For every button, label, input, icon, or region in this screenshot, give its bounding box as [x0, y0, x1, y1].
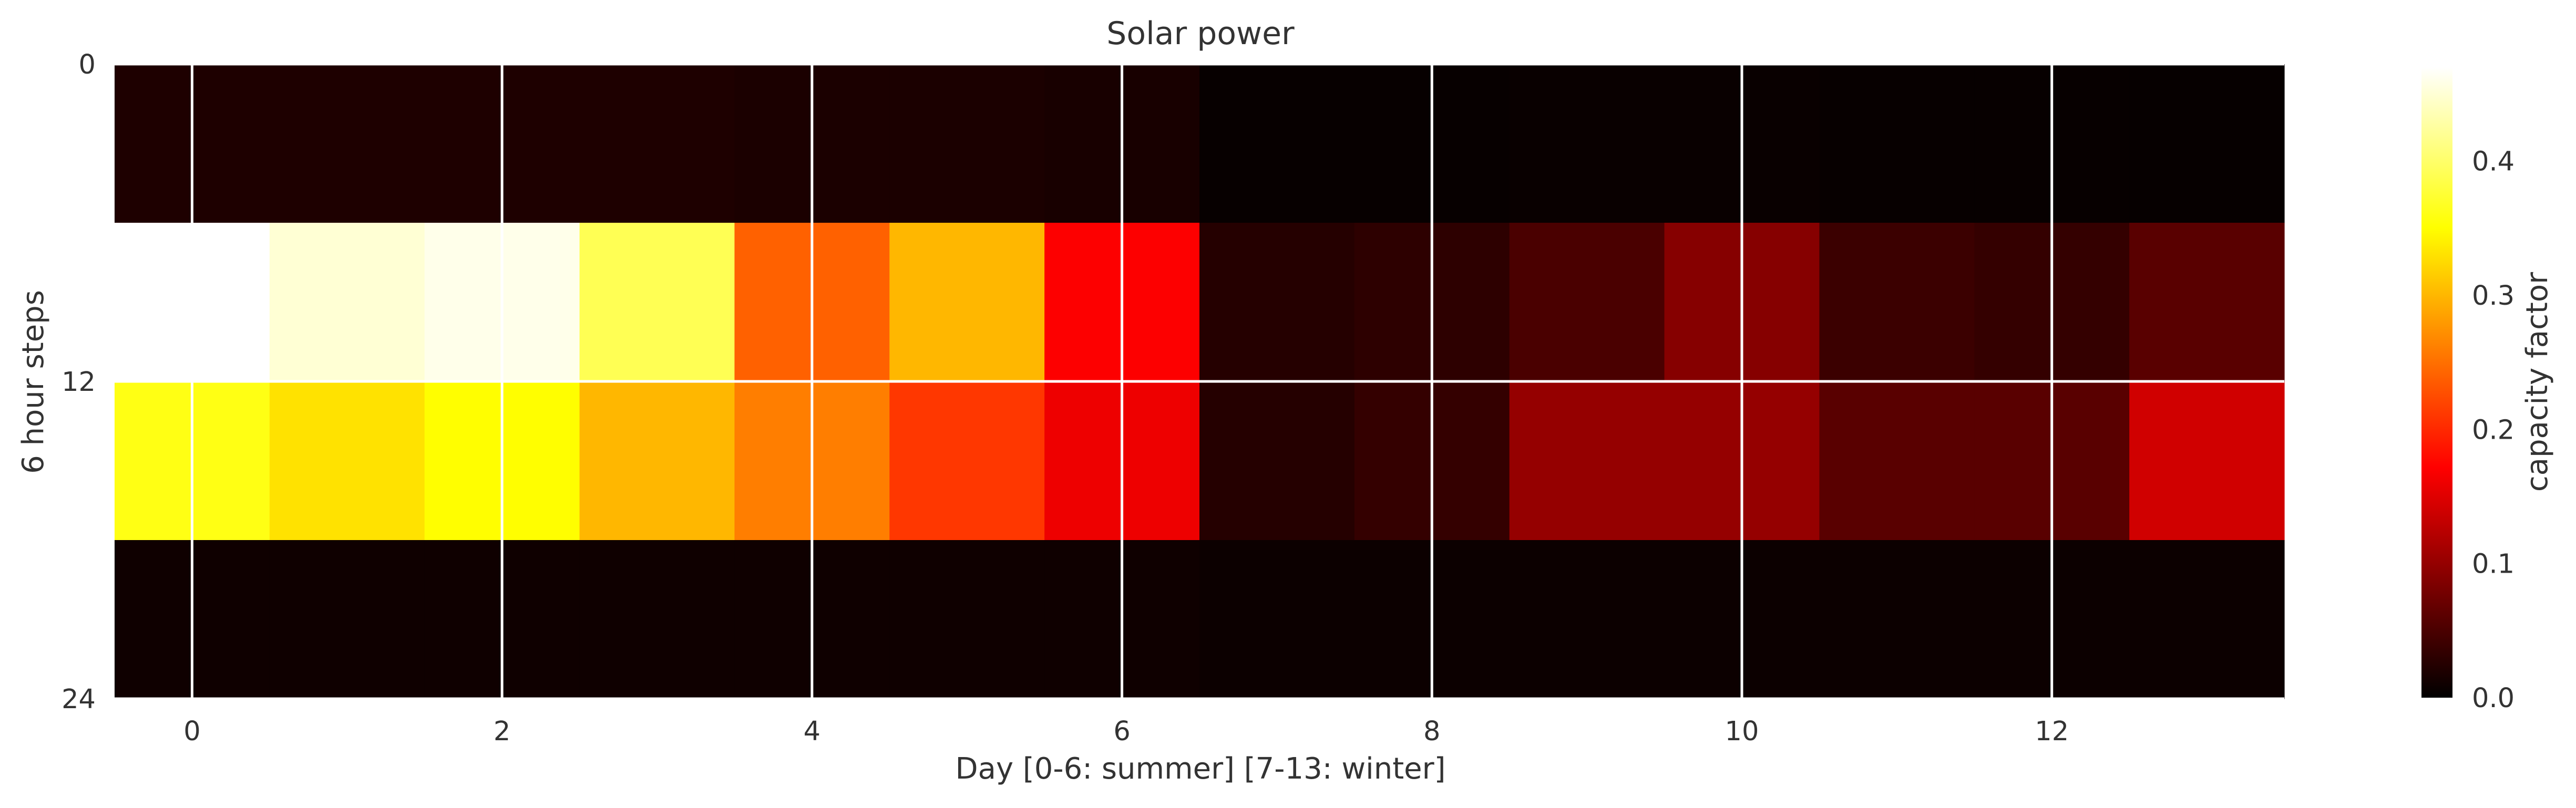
- heatmap-cell: [2129, 223, 2285, 382]
- x-tick-label: 6: [1113, 716, 1130, 747]
- colorbar-tick-label: 0.3: [2472, 281, 2515, 312]
- heatmap-cell: [269, 381, 425, 541]
- x-tick-label: 2: [494, 716, 510, 747]
- heatmap-cell: [579, 540, 735, 699]
- grid-lines: [115, 63, 2284, 700]
- y-axis-ticks: 0 12 24: [61, 49, 96, 715]
- colorbar: [2421, 67, 2452, 698]
- x-tick-label: 8: [1423, 716, 1440, 747]
- colorbar-tick-label: 0.1: [2472, 549, 2515, 580]
- colorbar-label: capacity factor: [2520, 272, 2554, 492]
- heatmap-cell: [889, 381, 1045, 541]
- heatmap-cell: [269, 64, 425, 223]
- heatmap-cell: [579, 223, 735, 382]
- heatmap-cell: [1199, 381, 1355, 541]
- colorbar-tick-label: 0.2: [2472, 415, 2515, 446]
- chart-title: Solar power: [1106, 15, 1295, 52]
- x-tick-label: 12: [2035, 716, 2069, 747]
- heatmap-cell: [1199, 223, 1355, 382]
- heatmap-cell: [1819, 223, 1975, 382]
- heatmap-cell: [1509, 381, 1665, 541]
- heatmap-cell: [269, 540, 425, 699]
- heatmap-cell: [1199, 64, 1355, 223]
- colorbar-tick-label: 0.0: [2472, 683, 2515, 714]
- heatmap-cell: [1819, 64, 1975, 223]
- x-axis-ticks: 0 2 4 6 8 10 12: [183, 716, 2069, 747]
- heatmap-cell: [1199, 540, 1355, 699]
- colorbar-tick-label: 0.4: [2472, 147, 2515, 178]
- heatmap-cell: [579, 381, 735, 541]
- heatmap-cell: [889, 223, 1045, 382]
- y-tick-label: 24: [61, 684, 96, 715]
- x-axis-label: Day [0-6: summer] [7-13: winter]: [956, 752, 1446, 786]
- heatmap-cell: [1509, 540, 1665, 699]
- y-tick-label: 0: [79, 49, 96, 80]
- colorbar-ticks: 0.0 0.1 0.2 0.3 0.4: [2472, 147, 2515, 714]
- heatmap-cell: [1509, 223, 1665, 382]
- heatmap-cell: [1509, 64, 1665, 223]
- heatmap-cell: [889, 64, 1045, 223]
- heatmap-cell: [1819, 381, 1975, 541]
- y-tick-label: 12: [61, 367, 96, 398]
- heatmap-cell: [2129, 64, 2285, 223]
- x-tick-label: 0: [183, 716, 200, 747]
- heatmap-cell: [1819, 540, 1975, 699]
- x-tick-label: 4: [804, 716, 820, 747]
- heatmap-cell: [2129, 540, 2285, 699]
- heatmap-cells: [115, 64, 2285, 699]
- heatmap-cell: [2129, 381, 2285, 541]
- heatmap-cell: [889, 540, 1045, 699]
- y-axis-label: 6 hour steps: [16, 290, 50, 474]
- heatmap-cell: [579, 64, 735, 223]
- heatmap-cell: [269, 223, 425, 382]
- x-tick-label: 10: [1725, 716, 1759, 747]
